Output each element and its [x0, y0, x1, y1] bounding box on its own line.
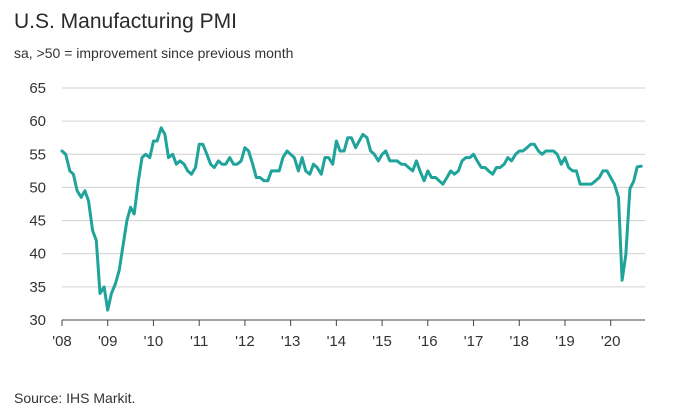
y-tick-label: 60 — [29, 113, 46, 130]
y-tick-label: 65 — [29, 80, 46, 97]
x-tick-label: '10 — [144, 333, 164, 350]
x-tick-label: '18 — [509, 333, 529, 350]
y-tick-label: 50 — [29, 179, 46, 196]
x-tick-label: '19 — [555, 333, 575, 350]
x-axis: '08 '09 '10 '11 '12 '13 '14 '15 '16 '17 '18 '19 '20 — [52, 319, 645, 350]
source-note: Source: IHS Markit. — [14, 390, 136, 406]
chart-subtitle: sa, >50 = improvement since previous mon… — [14, 45, 294, 61]
x-tick-label: '14 — [327, 333, 347, 350]
x-tick-label: '09 — [98, 333, 118, 350]
x-tick-label: '11 — [190, 333, 208, 350]
y-tick-label: 55 — [29, 146, 46, 163]
x-tick-label: '20 — [601, 333, 621, 350]
x-tick-label: '16 — [418, 333, 438, 350]
y-tick-label: 45 — [29, 213, 46, 230]
y-tick-label: 35 — [29, 279, 46, 296]
x-tick-label: '17 — [464, 333, 484, 350]
x-tick-label: '13 — [281, 333, 301, 350]
x-tick-label: '08 — [52, 333, 72, 350]
chart-title: U.S. Manufacturing PMI — [14, 10, 237, 33]
y-tick-label: 30 — [29, 312, 46, 329]
pmi-series-line — [60, 126, 643, 312]
y-tick-label: 40 — [29, 246, 46, 263]
x-tick-label: '12 — [235, 333, 255, 350]
y-axis-ticks: 30 35 40 45 50 55 60 65 — [29, 80, 46, 329]
gridlines — [62, 87, 645, 288]
x-tick-label: '15 — [372, 333, 392, 350]
